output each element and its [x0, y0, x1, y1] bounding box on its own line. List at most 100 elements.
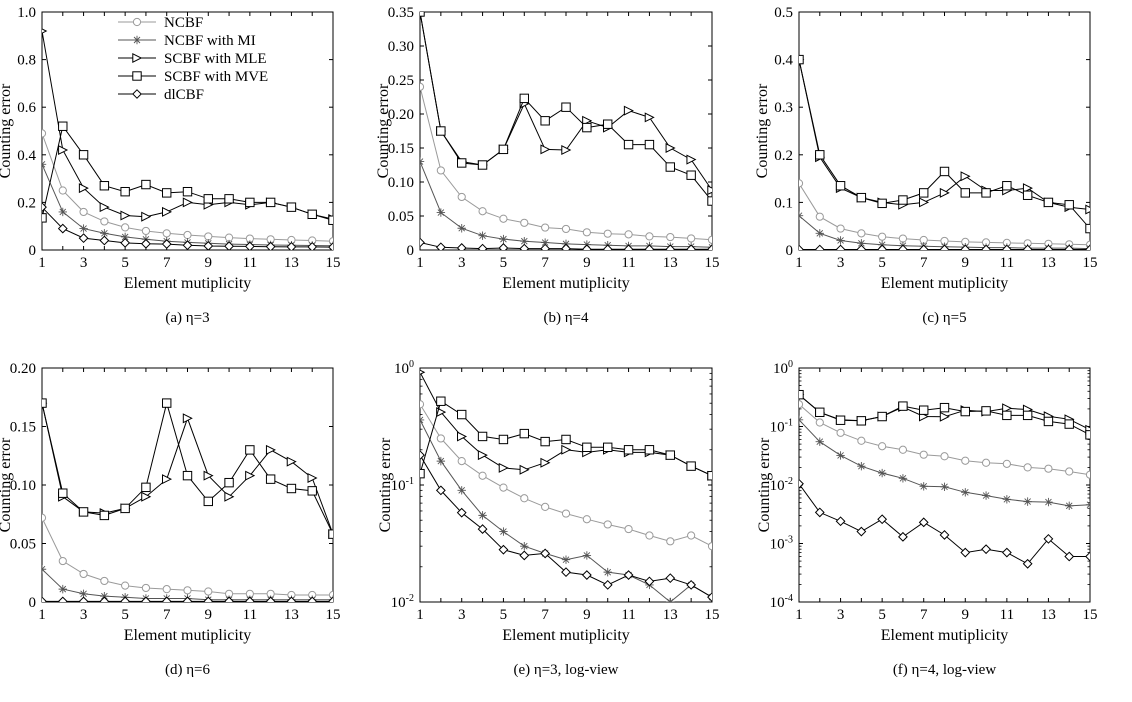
data-point	[265, 596, 276, 602]
data-point	[561, 444, 572, 455]
data-point	[1085, 244, 1090, 250]
data-point	[78, 183, 89, 194]
data-point	[561, 224, 571, 234]
data-point	[520, 494, 529, 503]
data-point	[162, 398, 172, 408]
x-tick-label: 5	[121, 607, 129, 623]
data-point	[561, 509, 571, 518]
data-point	[707, 235, 712, 244]
x-tick-label: 1	[795, 607, 803, 623]
data-point	[940, 482, 949, 492]
data-point	[519, 93, 529, 104]
data-point	[815, 407, 825, 417]
x-tick-label: 3	[80, 607, 88, 623]
data-point	[99, 510, 110, 521]
data-point	[603, 520, 612, 529]
y-axis-label: Counting error	[377, 437, 394, 532]
data-point	[435, 485, 446, 496]
legend-entry: NCBF with MI	[118, 33, 256, 49]
data-point	[960, 547, 971, 558]
data-point	[457, 192, 466, 202]
data-point	[286, 456, 297, 467]
data-point	[665, 162, 675, 172]
x-tick-label: 15	[705, 607, 720, 623]
data-point	[477, 524, 488, 534]
data-point	[99, 181, 110, 191]
legend-marker	[132, 71, 142, 81]
data-point	[203, 241, 214, 250]
y-tick-label: 0.2	[774, 148, 793, 164]
x-tick-label: 15	[705, 255, 720, 271]
data-point	[1085, 470, 1090, 479]
data-point	[898, 234, 908, 243]
data-point	[141, 179, 151, 190]
data-point	[981, 188, 991, 198]
data-point	[420, 369, 426, 375]
data-point	[286, 483, 297, 494]
legend-entry: dlCBF	[118, 87, 204, 103]
series-scbf-with-mve	[420, 12, 712, 206]
data-point	[856, 416, 867, 426]
data-point	[815, 437, 824, 446]
data-point	[286, 596, 297, 602]
data-point	[878, 232, 887, 241]
data-point	[204, 587, 213, 596]
data-point	[919, 450, 928, 459]
data-point	[78, 150, 89, 160]
data-point	[328, 596, 333, 602]
series-ncbf	[420, 400, 712, 551]
data-point	[100, 229, 109, 238]
x-tick-label: 3	[80, 255, 88, 271]
data-point	[603, 229, 612, 238]
x-tick-label: 7	[163, 255, 171, 271]
data-point	[581, 244, 592, 250]
data-point	[799, 400, 804, 409]
y-tick-label: 0.4	[17, 148, 36, 164]
data-point	[939, 166, 950, 177]
data-point	[1064, 419, 1074, 429]
panel-caption: (a) η=3	[165, 310, 209, 326]
data-point	[436, 126, 446, 136]
data-point	[1085, 430, 1090, 440]
data-point	[624, 524, 633, 534]
y-tick-label: 0.15	[10, 420, 36, 436]
data-point	[540, 144, 551, 155]
data-point	[541, 502, 550, 511]
data-point	[245, 470, 256, 481]
data-point	[478, 207, 487, 216]
y-axis-label: Counting error	[754, 83, 771, 178]
data-point	[665, 142, 676, 154]
data-point	[498, 144, 509, 155]
data-point	[815, 418, 824, 427]
x-tick-label: 5	[878, 607, 886, 623]
x-axis-label: Element mutiplicity	[881, 627, 1009, 644]
legend-entry: SCBF with MVE	[118, 69, 268, 85]
legend-entry: NCBF	[118, 15, 203, 31]
y-tick-label: 0.05	[388, 209, 414, 225]
data-point	[307, 241, 318, 250]
data-point	[645, 531, 654, 540]
data-point	[582, 551, 592, 560]
data-point	[686, 244, 697, 250]
panel-caption: (b) η=4	[543, 310, 589, 326]
data-point	[687, 531, 696, 540]
data-point	[478, 511, 487, 520]
data-point	[799, 478, 804, 489]
data-point	[799, 211, 804, 220]
data-point	[498, 544, 509, 555]
data-point	[857, 436, 866, 445]
data-point	[307, 209, 317, 220]
data-point	[58, 488, 68, 498]
data-point	[498, 462, 509, 473]
data-point	[939, 402, 950, 413]
data-point	[99, 596, 110, 602]
x-tick-label: 15	[1083, 255, 1098, 271]
data-point	[420, 12, 425, 17]
data-point	[141, 211, 152, 222]
data-point	[799, 244, 804, 250]
data-point	[561, 567, 571, 578]
data-point	[1002, 495, 1012, 504]
data-point	[919, 482, 928, 491]
data-point	[141, 226, 151, 236]
y-tick-label: 0	[786, 243, 794, 259]
